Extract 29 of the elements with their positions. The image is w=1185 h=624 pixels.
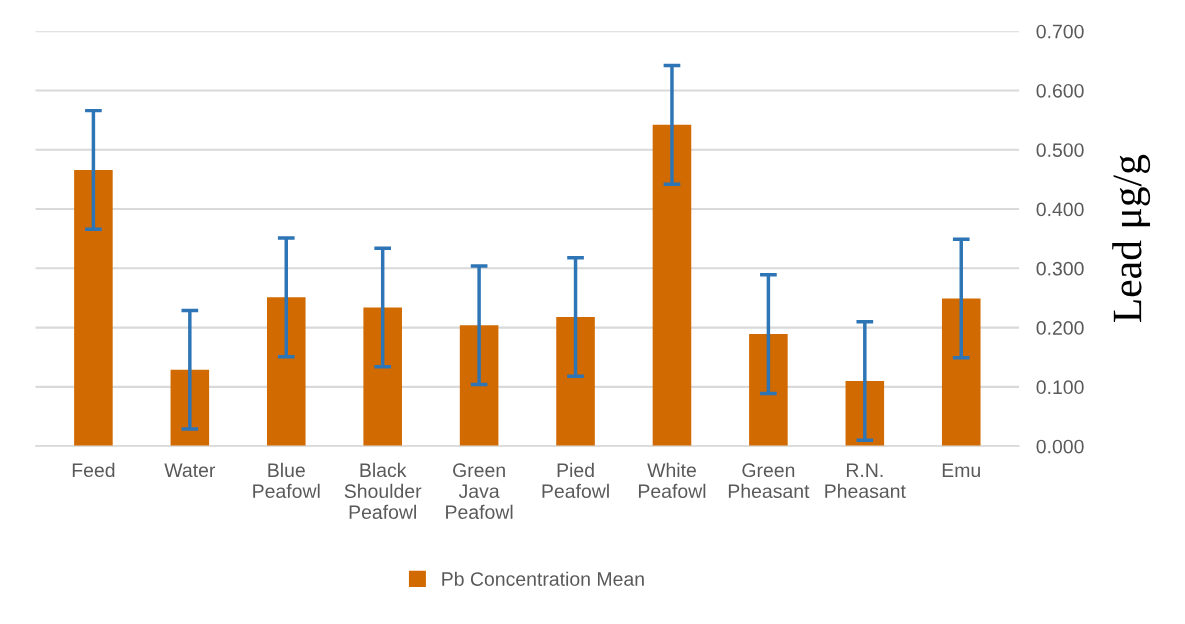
x-tick-label: Black Shoulder Peafowl — [344, 462, 422, 519]
y-axis-title: Lead μg/g — [1112, 154, 1151, 323]
x-tick-label: Green Java Peafowl — [446, 463, 513, 519]
y-tick-label: 0.500 — [1036, 143, 1084, 157]
bar — [941, 298, 981, 447]
bar — [749, 334, 788, 447]
y-tick-label: 0.700 — [1036, 24, 1084, 39]
x-tick-label: R.N. Pheasant — [825, 463, 906, 499]
bar — [266, 297, 306, 447]
bar — [74, 169, 113, 447]
x-tick-label: Water — [164, 463, 216, 478]
x-tick-label: White Peafowl — [638, 462, 706, 499]
bar — [652, 124, 692, 447]
legend-label: Pb Concentration Mean — [442, 571, 644, 586]
y-tick-label: 0.000 — [1036, 439, 1084, 454]
y-tick-label: 0.200 — [1036, 321, 1084, 335]
y-tick-label: 0.300 — [1036, 261, 1084, 276]
x-tick-label: Blue Peafowl — [253, 462, 320, 499]
x-tick-label: Pied Peafowl — [542, 462, 609, 499]
x-tick-label: Green Pheasant — [728, 463, 810, 499]
x-tick-label: Feed — [72, 462, 115, 478]
bar — [459, 325, 499, 447]
bar — [170, 369, 210, 447]
y-tick-label: 0.400 — [1036, 202, 1084, 217]
x-tick-label: Emu — [942, 463, 980, 478]
y-tick-label: 0.600 — [1036, 83, 1084, 98]
y-tick-label: 0.100 — [1036, 380, 1084, 395]
bar — [556, 316, 595, 447]
bar — [363, 307, 402, 447]
